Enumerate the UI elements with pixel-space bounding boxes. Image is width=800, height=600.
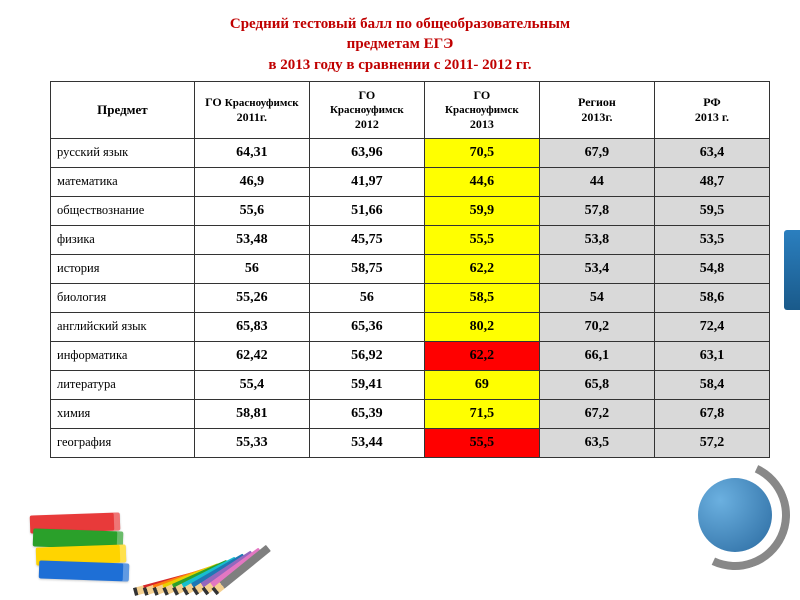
table-row: химия58,8165,3971,567,267,8 <box>51 399 770 428</box>
table-row: физика53,4845,7555,553,853,5 <box>51 225 770 254</box>
cell-value: 63,96 <box>309 138 424 167</box>
cell-value: 67,9 <box>539 138 654 167</box>
cell-value: 55,5 <box>424 225 539 254</box>
cell-value: 64,31 <box>194 138 309 167</box>
cell-value: 56 <box>309 283 424 312</box>
cell-value: 62,2 <box>424 341 539 370</box>
cell-value: 65,36 <box>309 312 424 341</box>
cell-subject: математика <box>51 167 195 196</box>
col-2013: ГО Красноуфимск 2013 <box>424 81 539 138</box>
table-row: информатика62,4256,9262,266,163,1 <box>51 341 770 370</box>
col-2011: ГО Красноуфимск 2011г. <box>194 81 309 138</box>
cell-value: 54,8 <box>654 254 769 283</box>
cell-value: 58,6 <box>654 283 769 312</box>
cell-value: 59,5 <box>654 196 769 225</box>
cell-value: 63,4 <box>654 138 769 167</box>
cell-value: 56,92 <box>309 341 424 370</box>
col-subject: Предмет <box>51 81 195 138</box>
cell-value: 51,66 <box>309 196 424 225</box>
cell-value: 80,2 <box>424 312 539 341</box>
title-line-3: в 2013 году в сравнении с 2011- 2012 гг. <box>268 57 531 73</box>
cell-value: 53,48 <box>194 225 309 254</box>
cell-value: 57,2 <box>654 428 769 457</box>
cell-value: 58,81 <box>194 399 309 428</box>
cell-value: 67,8 <box>654 399 769 428</box>
cell-value: 45,75 <box>309 225 424 254</box>
cell-value: 54 <box>539 283 654 312</box>
scores-table: Предмет ГО Красноуфимск 2011г. ГО Красно… <box>50 81 770 458</box>
cell-subject: английский язык <box>51 312 195 341</box>
cell-subject: химия <box>51 399 195 428</box>
globe-ball <box>698 478 772 552</box>
cell-value: 55,5 <box>424 428 539 457</box>
cell-value: 63,1 <box>654 341 769 370</box>
table-row: биология55,265658,55458,6 <box>51 283 770 312</box>
cell-subject: литература <box>51 370 195 399</box>
cell-value: 55,26 <box>194 283 309 312</box>
cell-value: 65,39 <box>309 399 424 428</box>
globe-decoration <box>670 470 790 590</box>
title-line-2: предметам ЕГЭ <box>347 36 454 52</box>
cell-value: 53,4 <box>539 254 654 283</box>
cell-value: 70,2 <box>539 312 654 341</box>
cell-value: 58,4 <box>654 370 769 399</box>
pencils-decoration <box>130 572 330 592</box>
cell-value: 62,2 <box>424 254 539 283</box>
cell-value: 44 <box>539 167 654 196</box>
ribbon-decoration <box>784 230 800 310</box>
table-body: русский язык64,3163,9670,567,963,4матема… <box>51 138 770 457</box>
cell-subject: физика <box>51 225 195 254</box>
cell-value: 58,5 <box>424 283 539 312</box>
cell-value: 62,42 <box>194 341 309 370</box>
table-row: обществознание55,651,6659,957,859,5 <box>51 196 770 225</box>
cell-value: 53,5 <box>654 225 769 254</box>
cell-value: 69 <box>424 370 539 399</box>
cell-subject: биология <box>51 283 195 312</box>
cell-subject: информатика <box>51 341 195 370</box>
cell-subject: русский язык <box>51 138 195 167</box>
cell-value: 55,4 <box>194 370 309 399</box>
cell-value: 55,33 <box>194 428 309 457</box>
cell-value: 44,6 <box>424 167 539 196</box>
cell-value: 41,97 <box>309 167 424 196</box>
cell-value: 46,9 <box>194 167 309 196</box>
cell-value: 63,5 <box>539 428 654 457</box>
book-stack <box>30 516 120 580</box>
cell-value: 65,83 <box>194 312 309 341</box>
cell-value: 59,9 <box>424 196 539 225</box>
cell-subject: история <box>51 254 195 283</box>
table-row: английский язык65,8365,3680,270,272,4 <box>51 312 770 341</box>
table-row: история5658,7562,253,454,8 <box>51 254 770 283</box>
table-row: литература55,459,416965,858,4 <box>51 370 770 399</box>
cell-value: 70,5 <box>424 138 539 167</box>
cell-value: 56 <box>194 254 309 283</box>
table-row: русский язык64,3163,9670,567,963,4 <box>51 138 770 167</box>
cell-value: 48,7 <box>654 167 769 196</box>
cell-value: 71,5 <box>424 399 539 428</box>
cell-value: 65,8 <box>539 370 654 399</box>
table-row: математика46,941,9744,64448,7 <box>51 167 770 196</box>
cell-value: 59,41 <box>309 370 424 399</box>
cell-value: 53,44 <box>309 428 424 457</box>
col-rf: РФ 2013 г. <box>654 81 769 138</box>
cell-value: 58,75 <box>309 254 424 283</box>
title-line-1: Средний тестовый балл по общеобразовател… <box>230 16 570 32</box>
cell-value: 57,8 <box>539 196 654 225</box>
page-title: Средний тестовый балл по общеобразовател… <box>0 0 800 81</box>
cell-value: 66,1 <box>539 341 654 370</box>
table-row: география55,3353,4455,563,557,2 <box>51 428 770 457</box>
cell-value: 53,8 <box>539 225 654 254</box>
table-header-row: Предмет ГО Красноуфимск 2011г. ГО Красно… <box>51 81 770 138</box>
cell-value: 55,6 <box>194 196 309 225</box>
table-container: Предмет ГО Красноуфимск 2011г. ГО Красно… <box>0 81 800 458</box>
col-2012: ГО Красноуфимск 2012 <box>309 81 424 138</box>
col-region: Регион 2013г. <box>539 81 654 138</box>
cell-subject: география <box>51 428 195 457</box>
cell-value: 72,4 <box>654 312 769 341</box>
cell-value: 67,2 <box>539 399 654 428</box>
cell-subject: обществознание <box>51 196 195 225</box>
